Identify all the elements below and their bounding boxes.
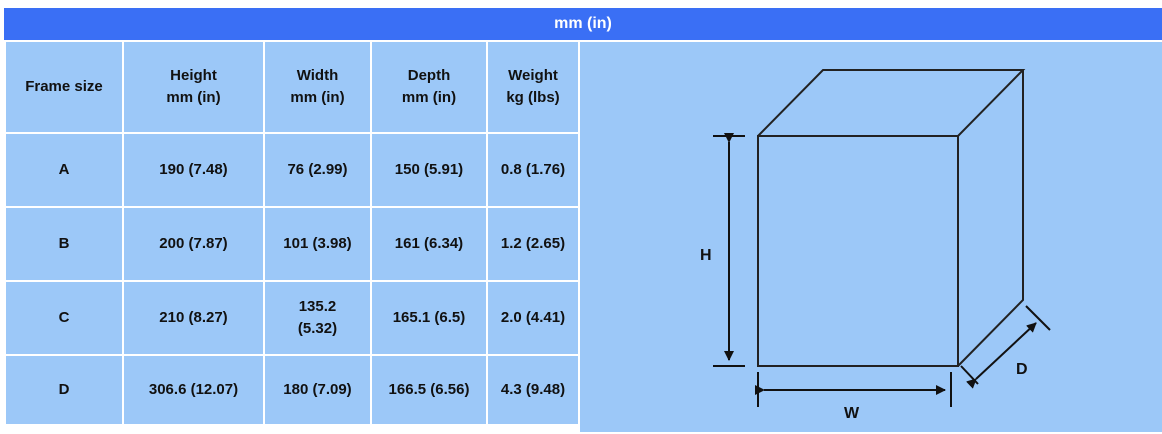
cell-width-value: 135.2 [298, 298, 337, 315]
cell-height: 210 (8.27) [122, 280, 265, 356]
cell-depth: 161 (6.34) [370, 206, 488, 282]
box-dimension-diagram: H W D [700, 69, 1051, 422]
header-width: Width mm (in) [263, 40, 372, 134]
header-height-label: Height [170, 67, 217, 84]
cell-height: 190 (7.48) [122, 132, 265, 208]
depth-label: D [1016, 361, 1028, 378]
cell-width: 76 (2.99) [263, 132, 372, 208]
header-weight-unit: kg (lbs) [506, 89, 560, 106]
box-outline [757, 69, 1026, 367]
unit-title: mm (in) [554, 15, 612, 32]
depth-dimension [960, 305, 1051, 389]
cell-width-value: 180 (7.09) [283, 381, 352, 398]
cell-frame: C [4, 280, 124, 356]
header-height-unit: mm (in) [166, 89, 221, 106]
cell-weight: 4.3 (9.48) [486, 354, 580, 426]
cell-width-value: 101 (3.98) [283, 235, 352, 252]
cell-height: 200 (7.87) [122, 206, 265, 282]
box-top-face [757, 69, 1026, 137]
cell-depth: 165.1 (6.5) [370, 280, 488, 356]
cell-width-value-inches: (5.32) [297, 320, 338, 337]
cell-frame: D [4, 354, 124, 426]
width-label: W [844, 405, 860, 422]
header-width-unit: mm (in) [290, 89, 345, 106]
header-depth: Depth mm (in) [370, 40, 488, 134]
header-frame-size-label: Frame size [25, 78, 103, 95]
cell-frame: A [4, 132, 124, 208]
table-row-a: A 190 (7.48) 76 (2.99) 150 (5.91) 0.8 (1… [4, 132, 580, 208]
table-row-c: C 210 (8.27) 135.2 (5.32) 165.1 (6.5) 2.… [4, 280, 580, 356]
box-side-face [957, 70, 1024, 367]
header-depth-unit: mm (in) [401, 89, 457, 106]
cell-weight: 1.2 (2.65) [486, 206, 580, 282]
cell-width: 180 (7.09) [263, 354, 372, 426]
header-width-label: Width [296, 67, 339, 84]
cell-width: 101 (3.98) [263, 206, 372, 282]
header-weight-label: Weight [508, 67, 558, 84]
height-dimension [713, 133, 745, 367]
height-label: H [700, 247, 712, 264]
unit-title-bar: mm (in) [4, 8, 1162, 40]
cell-weight: 0.8 (1.76) [486, 132, 580, 208]
header-depth-label: Depth [407, 67, 451, 84]
table-header-row: Frame size Height mm (in) Width mm (in) … [4, 40, 580, 134]
width-dimension [755, 372, 952, 407]
table-row-b: B 200 (7.87) 101 (3.98) 161 (6.34) 1.2 (… [4, 206, 580, 282]
cell-depth: 166.5 (6.56) [370, 354, 488, 426]
header-weight: Weight kg (lbs) [486, 40, 580, 134]
box-front-face [757, 135, 959, 367]
header-height: Height mm (in) [122, 40, 265, 134]
cell-width: 135.2 (5.32) [263, 280, 372, 356]
table-row-d: D 306.6 (12.07) 180 (7.09) 166.5 (6.56) … [4, 354, 580, 426]
cell-frame: B [4, 206, 124, 282]
cell-width-value: 76 (2.99) [287, 161, 348, 178]
cell-height: 306.6 (12.07) [122, 354, 265, 426]
cell-depth: 150 (5.91) [370, 132, 488, 208]
dimension-diagram-panel: H W D [578, 40, 1162, 432]
dimensions-table: Frame size Height mm (in) Width mm (in) … [4, 40, 580, 426]
cell-weight: 2.0 (4.41) [486, 280, 580, 356]
header-frame-size: Frame size [4, 40, 124, 134]
